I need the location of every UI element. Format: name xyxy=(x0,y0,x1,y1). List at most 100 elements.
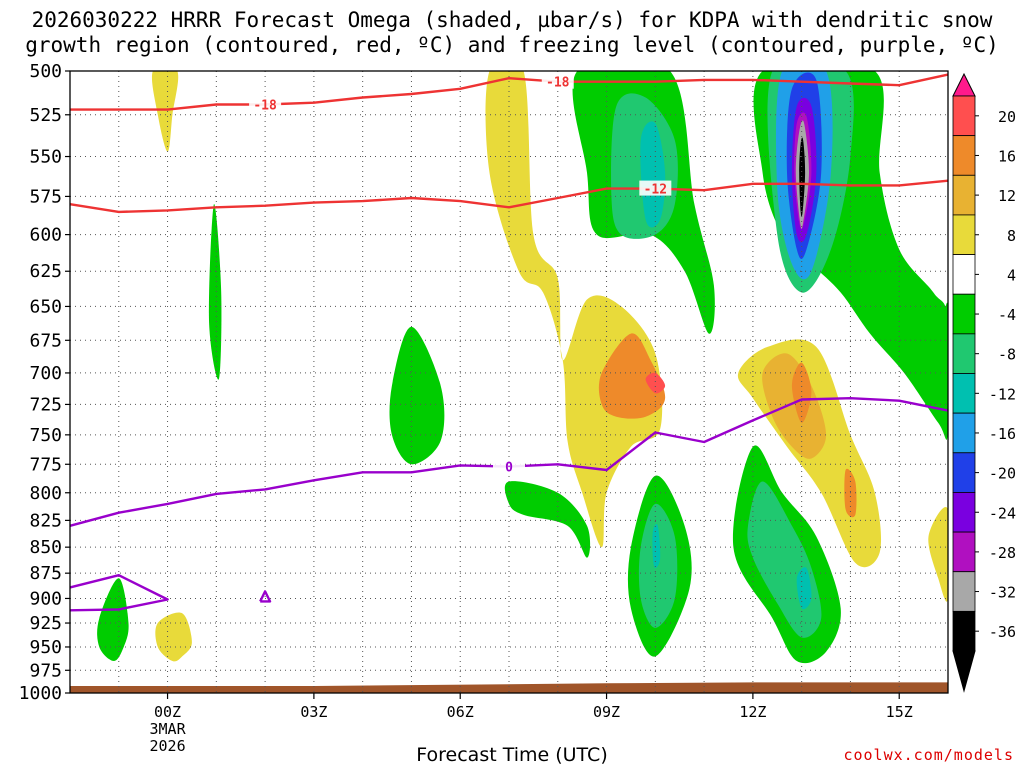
colorbar-swatch-7 xyxy=(952,373,976,414)
x-tick-label-15Z: 15Z xyxy=(886,703,913,721)
y-tick-label-650: 650 xyxy=(29,296,62,317)
x-tick-label-12Z: 12Z xyxy=(739,703,766,721)
omega-region-13 xyxy=(638,503,678,628)
colorbar-swatch-5 xyxy=(952,293,976,335)
colorbar-swatch-8 xyxy=(952,412,976,454)
contour-label-dgz-bottom-0: -12 xyxy=(644,183,667,198)
y-tick-label-800: 800 xyxy=(29,483,62,504)
colorbar-swatch-3 xyxy=(952,214,976,255)
y-tick-label-950: 950 xyxy=(29,637,62,658)
colorbar-label-0: 20 xyxy=(998,108,1016,126)
omega-region-2 xyxy=(155,612,192,662)
contour-label-freezing-level-0: 0 xyxy=(505,461,513,476)
colorbar-swatch-13 xyxy=(952,610,976,652)
plot-frame xyxy=(69,70,949,694)
colorbar-label-2: 12 xyxy=(998,187,1016,205)
y-tick-label-775: 775 xyxy=(29,454,62,475)
contour-label-dgz-top-0: -18 xyxy=(253,98,277,113)
omega-region-4 xyxy=(389,326,445,465)
colorbar-swatch-12 xyxy=(952,571,976,612)
x-tick-label-09Z: 09Z xyxy=(593,703,620,721)
x-tick-label-00Z: 00Z xyxy=(154,703,181,721)
y-tick-label-900: 900 xyxy=(29,588,62,609)
colorbar-label-13: -36 xyxy=(989,623,1016,641)
omega-region-11 xyxy=(504,481,591,558)
omega-region-1 xyxy=(208,203,222,380)
omega-region-0 xyxy=(151,71,179,152)
x-tick-year: 2026 xyxy=(149,737,185,755)
colorbar-bottom-arrow xyxy=(952,650,976,693)
omega-region-30 xyxy=(928,507,948,602)
y-tick-label-1000: 1000 xyxy=(19,683,62,704)
colorbar-swatch-11 xyxy=(952,531,976,573)
colorbar-label-1: 16 xyxy=(998,147,1016,165)
y-tick-label-625: 625 xyxy=(29,261,62,282)
y-tick-label-875: 875 xyxy=(29,563,62,584)
y-tick-label-725: 725 xyxy=(29,394,62,415)
colorbar-label-9: -20 xyxy=(989,465,1016,483)
omega-shading xyxy=(97,71,948,664)
colorbar-swatch-1 xyxy=(952,135,976,176)
credit-text: coolwx.com/models xyxy=(843,746,1014,764)
y-tick-label-500: 500 xyxy=(29,61,62,82)
contour-label-bg-freezing-level-0 xyxy=(493,458,525,474)
y-tick-label-550: 550 xyxy=(29,147,62,168)
omega-region-5 xyxy=(485,71,663,548)
x-tick-date: 3MAR xyxy=(149,720,186,738)
y-tick-label-975: 975 xyxy=(29,660,62,681)
x-axis-label: Forecast Time (UTC) xyxy=(416,744,608,766)
y-tick-label-700: 700 xyxy=(29,363,62,384)
contour-label-bg-dgz-top-0 xyxy=(249,96,282,112)
colorbar-label-7: -12 xyxy=(989,385,1016,403)
contour-freezing-level-blip xyxy=(259,590,272,603)
x-tick-label-06Z: 06Z xyxy=(447,703,474,721)
colorbar-swatch-2 xyxy=(952,174,976,216)
omega-region-7 xyxy=(645,372,666,394)
contour-label-dgz-top-1: -18 xyxy=(546,76,570,91)
y-tick-label-675: 675 xyxy=(29,330,62,351)
colorbar-label-8: -16 xyxy=(989,425,1016,443)
colorbar-label-4: 4 xyxy=(1007,266,1016,284)
y-tick-label-575: 575 xyxy=(29,186,62,207)
colorbar-swatch-10 xyxy=(952,492,976,533)
colorbar-label-11: -28 xyxy=(989,544,1016,562)
omega-region-29 xyxy=(799,137,806,217)
contour-dgz-bottom xyxy=(69,179,949,214)
omega-region-3 xyxy=(97,578,129,661)
y-tick-label-825: 825 xyxy=(29,510,62,531)
colorbar: 20 16 12 8 4 -4 -8 -12 -16 -20 -24 -28 -32 -36 xyxy=(952,72,1016,693)
omega-region-6 xyxy=(598,333,666,419)
colorbar-swatch-6 xyxy=(952,333,976,374)
chart-title-line-2: growth region (contoured, red, ºC) and f… xyxy=(25,33,999,57)
colorbar-label-5: -4 xyxy=(998,306,1016,324)
colorbar-label-12: -32 xyxy=(989,584,1016,602)
omega-region-31 xyxy=(943,302,948,411)
contour-label-bg-dgz-top-1 xyxy=(541,73,574,89)
y-tick-label-525: 525 xyxy=(29,105,62,126)
grid-lines xyxy=(70,71,948,693)
omega-region-19 xyxy=(762,353,827,459)
omega-region-14 xyxy=(652,524,661,568)
y-tick-label-850: 850 xyxy=(29,537,62,558)
colorbar-label-10: -24 xyxy=(989,504,1016,522)
x-tick-label-03Z: 03Z xyxy=(300,703,327,721)
chart-title-line-1: 2026030222 HRRR Forecast Omega (shaded, … xyxy=(31,8,993,32)
contour-label-bg-dgz-bottom-0 xyxy=(639,180,672,196)
contour-lines: -18 -18 -12 0 xyxy=(69,73,949,612)
omega-region-20 xyxy=(791,362,812,423)
omega-region-10 xyxy=(640,121,666,228)
colorbar-top-arrow xyxy=(952,72,976,97)
colorbar-swatch-4 xyxy=(952,254,976,295)
colorbar-swatch-9 xyxy=(952,452,976,493)
colorbar-label-3: 8 xyxy=(1007,227,1016,245)
y-axis: 500 525 550 575 600 625 650 675 700 725 750 775 800 8… xyxy=(19,61,70,704)
colorbar-label-6: -8 xyxy=(998,346,1016,364)
y-tick-label-925: 925 xyxy=(29,613,62,634)
contour-freezing-level-lower xyxy=(69,574,169,612)
y-tick-label-750: 750 xyxy=(29,425,62,446)
ground-strip xyxy=(70,682,948,693)
y-tick-label-600: 600 xyxy=(29,225,62,246)
ground-fill xyxy=(70,682,948,693)
